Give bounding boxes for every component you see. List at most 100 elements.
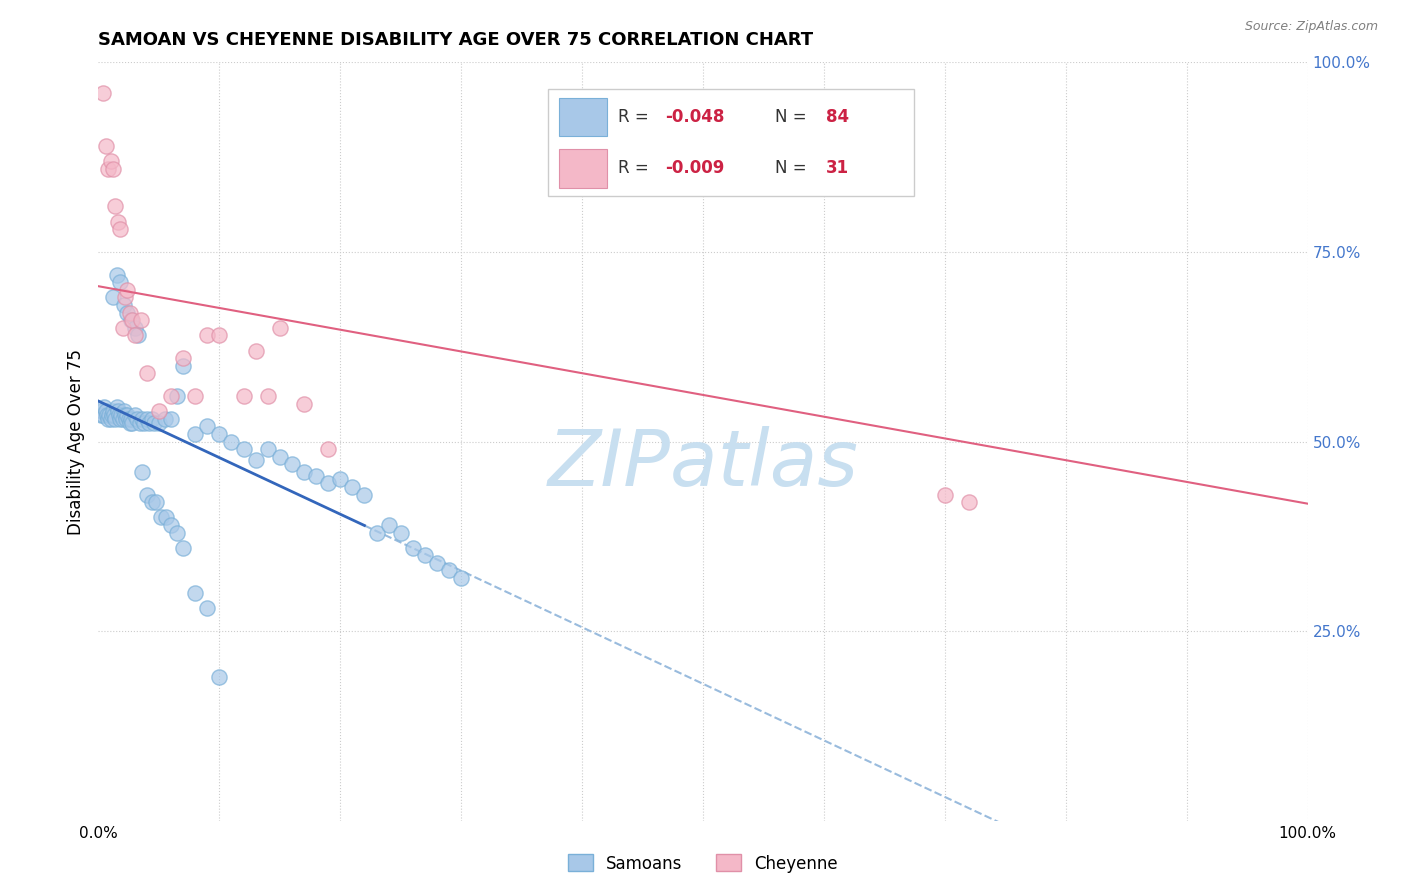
Text: -0.048: -0.048 bbox=[665, 108, 724, 126]
Point bbox=[103, 408, 125, 422]
Text: SAMOAN VS CHEYENNE DISABILITY AGE OVER 75 CORRELATION CHART: SAMOAN VS CHEYENNE DISABILITY AGE OVER 7… bbox=[98, 31, 814, 49]
Point bbox=[292, 465, 315, 479]
Point bbox=[153, 412, 176, 426]
Point bbox=[101, 161, 124, 176]
Point bbox=[208, 328, 231, 343]
Point bbox=[120, 313, 142, 327]
Point bbox=[184, 389, 207, 403]
Point bbox=[111, 320, 134, 334]
Point bbox=[221, 434, 243, 449]
Point bbox=[117, 408, 139, 422]
Text: 31: 31 bbox=[827, 160, 849, 178]
Point bbox=[172, 359, 194, 373]
Text: R =: R = bbox=[617, 108, 654, 126]
Point bbox=[101, 404, 124, 418]
Point bbox=[105, 268, 128, 282]
Point bbox=[195, 601, 218, 615]
Point bbox=[402, 541, 425, 555]
Point bbox=[269, 320, 291, 334]
Point bbox=[91, 86, 114, 100]
Point bbox=[256, 389, 278, 403]
Point bbox=[195, 419, 218, 434]
Point bbox=[131, 412, 153, 426]
Legend: Samoans, Cheyenne: Samoans, Cheyenne bbox=[561, 847, 845, 880]
Text: N =: N = bbox=[775, 160, 811, 178]
Point bbox=[141, 412, 163, 426]
Point bbox=[281, 458, 304, 472]
Point bbox=[141, 495, 163, 509]
Point bbox=[104, 199, 127, 213]
Point bbox=[184, 586, 207, 600]
Point bbox=[124, 408, 146, 422]
Point bbox=[316, 476, 339, 491]
Point bbox=[329, 473, 352, 487]
Point bbox=[98, 408, 121, 422]
Point bbox=[97, 161, 120, 176]
Point bbox=[129, 313, 152, 327]
Text: ZIPatlas: ZIPatlas bbox=[547, 426, 859, 502]
Point bbox=[100, 408, 122, 422]
Point bbox=[124, 320, 146, 334]
Point bbox=[172, 541, 194, 555]
Point bbox=[426, 556, 449, 570]
Point bbox=[101, 291, 124, 305]
Point bbox=[108, 412, 131, 426]
Point bbox=[97, 412, 120, 426]
Point bbox=[256, 442, 278, 457]
Point bbox=[117, 283, 139, 297]
Point bbox=[91, 404, 114, 418]
Point bbox=[135, 487, 157, 501]
Text: N =: N = bbox=[775, 108, 811, 126]
Point bbox=[93, 401, 115, 415]
Point bbox=[124, 328, 146, 343]
Point bbox=[366, 525, 388, 540]
Point bbox=[148, 404, 170, 418]
Point bbox=[269, 450, 291, 464]
Point bbox=[305, 468, 328, 483]
Point bbox=[90, 408, 112, 422]
Point bbox=[105, 401, 128, 415]
Point bbox=[131, 465, 153, 479]
Point bbox=[135, 412, 157, 426]
Point bbox=[117, 305, 139, 319]
Text: -0.009: -0.009 bbox=[665, 160, 724, 178]
Point bbox=[100, 412, 122, 426]
FancyBboxPatch shape bbox=[560, 149, 607, 187]
Point bbox=[108, 222, 131, 236]
Point bbox=[111, 412, 134, 426]
Point bbox=[342, 480, 364, 494]
Point bbox=[120, 412, 142, 426]
Point bbox=[107, 404, 129, 418]
Point bbox=[232, 389, 254, 403]
Point bbox=[155, 510, 177, 524]
Point bbox=[135, 366, 157, 380]
Point bbox=[166, 525, 188, 540]
Point bbox=[107, 214, 129, 228]
Point bbox=[108, 275, 131, 289]
Point bbox=[127, 328, 149, 343]
Point bbox=[150, 510, 173, 524]
Point bbox=[934, 487, 956, 501]
Point bbox=[121, 416, 143, 430]
Point bbox=[114, 291, 136, 305]
Point bbox=[118, 416, 141, 430]
Point bbox=[94, 138, 117, 153]
Point bbox=[138, 416, 160, 430]
Point bbox=[377, 517, 399, 532]
FancyBboxPatch shape bbox=[548, 89, 914, 196]
Point bbox=[134, 416, 156, 430]
Point bbox=[316, 442, 339, 457]
Point bbox=[413, 548, 436, 563]
Point bbox=[148, 416, 170, 430]
Point bbox=[118, 412, 141, 426]
Point bbox=[172, 351, 194, 366]
Point bbox=[104, 412, 127, 426]
Point bbox=[184, 427, 207, 442]
Point bbox=[127, 412, 149, 426]
Point bbox=[873, 153, 896, 168]
Point bbox=[208, 669, 231, 683]
Point bbox=[160, 517, 183, 532]
Point bbox=[389, 525, 412, 540]
Point bbox=[145, 495, 167, 509]
Y-axis label: Disability Age Over 75: Disability Age Over 75 bbox=[66, 349, 84, 534]
